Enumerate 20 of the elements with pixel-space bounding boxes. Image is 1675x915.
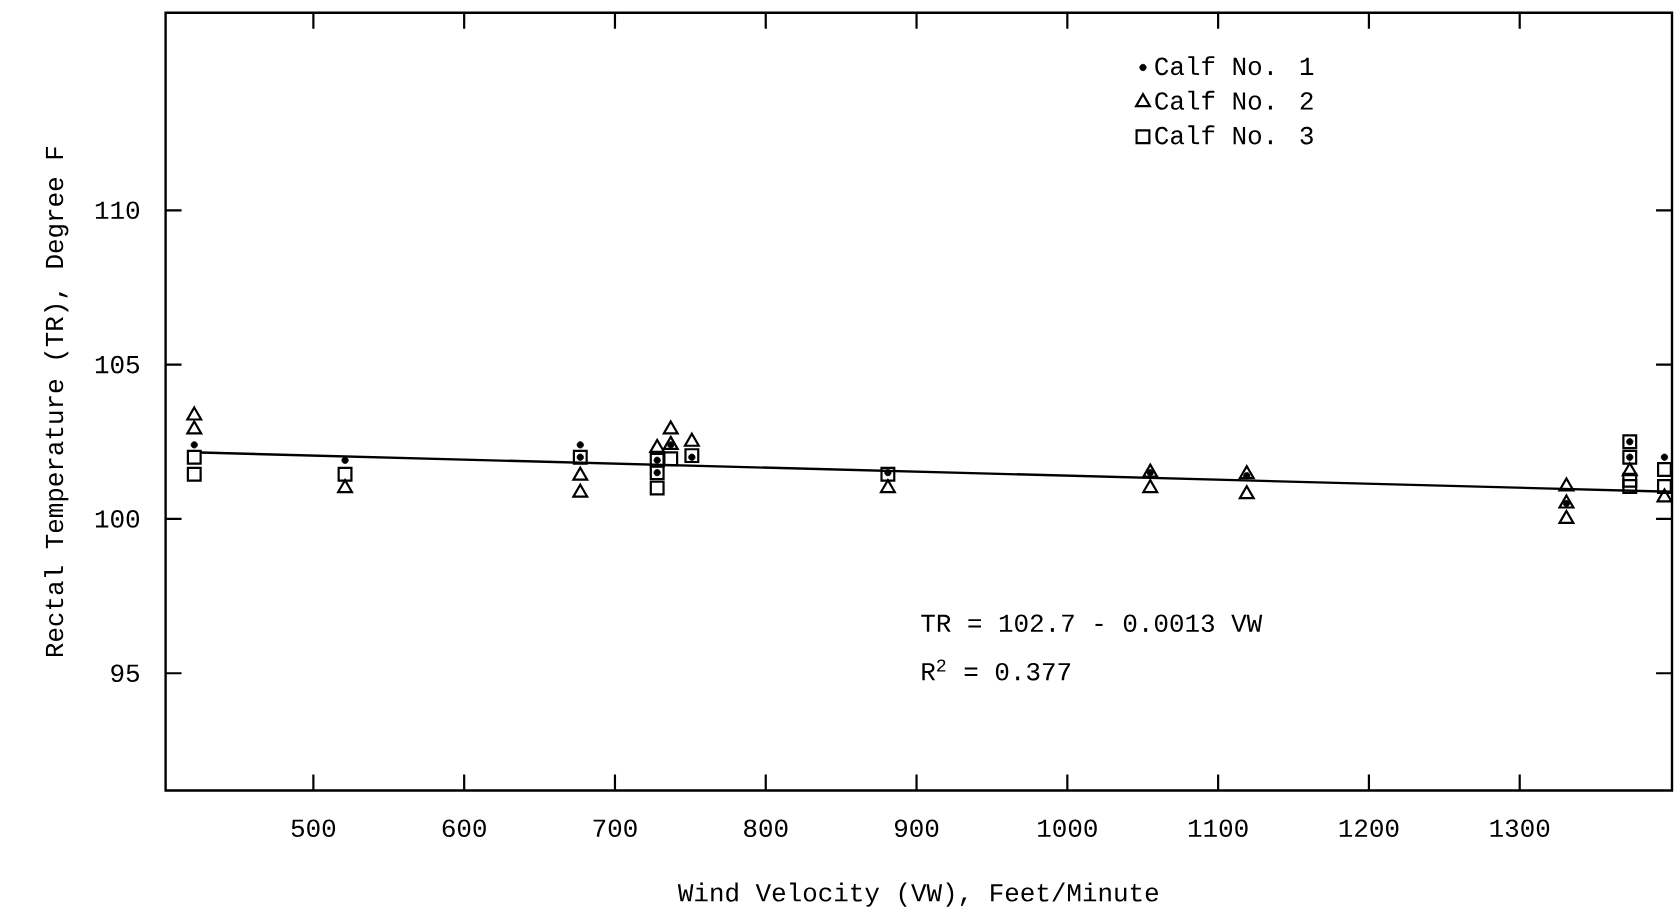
- x-tick-label: 1100: [1188, 819, 1248, 837]
- y-axis-title: Rectal Temperature (TR), Degree F: [44, 146, 69, 656]
- x-tick-label: 1300: [1490, 819, 1550, 837]
- legend-label: Calf No. 2: [1155, 90, 1313, 110]
- x-tick-label: 700: [593, 819, 637, 837]
- annotation: TR = 102.7 - 0.0013 VW: [921, 614, 1263, 632]
- y-tick-label: 110: [95, 201, 140, 219]
- y-tick-label: 95: [111, 664, 139, 682]
- legend-label: Calf No. 3: [1155, 125, 1313, 145]
- x-tick-label: 500: [291, 819, 336, 837]
- y-tick-label: 100: [95, 509, 140, 528]
- x-tick-label: 800: [744, 819, 788, 837]
- x-tick-label: 900: [895, 819, 939, 837]
- annotation: R$^{2}$ = 0.377: [922, 659, 1071, 681]
- legend-label: Calf No. 1: [1155, 55, 1314, 75]
- x-tick-label: 1200: [1339, 819, 1399, 837]
- x-tick-label: 600: [442, 819, 486, 837]
- y-tick-label: 105: [95, 355, 139, 374]
- x-axis-title: Wind Velocity (VW), Feet/Minute: [677, 882, 1158, 907]
- x-tick-label: 1000: [1038, 819, 1097, 837]
